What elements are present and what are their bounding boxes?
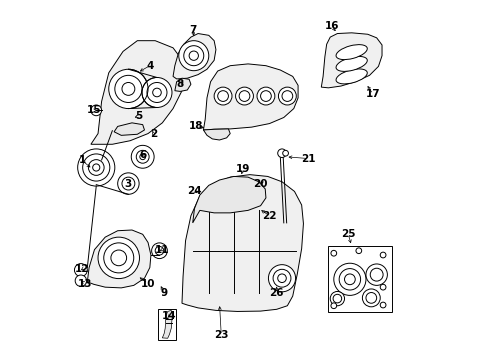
Circle shape: [355, 248, 361, 253]
Text: 23: 23: [214, 330, 228, 341]
Circle shape: [74, 264, 87, 276]
Text: 2: 2: [149, 129, 157, 139]
Circle shape: [333, 263, 365, 296]
Circle shape: [380, 284, 385, 290]
Circle shape: [118, 173, 139, 194]
Circle shape: [282, 91, 292, 102]
Circle shape: [131, 145, 154, 168]
Bar: [328, 246, 391, 312]
Circle shape: [122, 177, 135, 190]
Circle shape: [260, 91, 271, 102]
Circle shape: [330, 303, 336, 309]
Text: 8: 8: [176, 78, 183, 89]
Text: 16: 16: [324, 21, 339, 31]
Polygon shape: [114, 123, 144, 135]
Text: 22: 22: [262, 211, 276, 221]
Text: 21: 21: [301, 154, 315, 163]
Circle shape: [151, 243, 167, 258]
Circle shape: [277, 149, 285, 157]
Circle shape: [380, 302, 385, 308]
Circle shape: [115, 75, 142, 103]
Circle shape: [330, 250, 336, 256]
Text: 5: 5: [135, 111, 142, 121]
Circle shape: [268, 265, 295, 292]
Polygon shape: [175, 78, 190, 91]
Text: 1: 1: [78, 156, 85, 165]
Circle shape: [147, 82, 166, 103]
Circle shape: [189, 51, 198, 60]
Text: 20: 20: [253, 179, 267, 189]
Circle shape: [88, 159, 104, 175]
Circle shape: [183, 46, 203, 66]
Circle shape: [91, 105, 102, 116]
Circle shape: [369, 268, 382, 281]
Circle shape: [152, 88, 161, 97]
Text: 4: 4: [146, 61, 153, 71]
Circle shape: [329, 292, 344, 306]
Circle shape: [78, 149, 115, 186]
Text: 9: 9: [160, 288, 167, 297]
Text: 25: 25: [340, 229, 355, 239]
Polygon shape: [321, 33, 381, 88]
Circle shape: [239, 91, 249, 102]
Polygon shape: [173, 33, 216, 79]
Circle shape: [339, 269, 360, 290]
Polygon shape: [91, 41, 183, 144]
Text: 17: 17: [365, 89, 380, 99]
Polygon shape: [87, 230, 151, 288]
Polygon shape: [192, 176, 265, 223]
Text: 3: 3: [124, 179, 132, 189]
Bar: [158, 310, 175, 340]
Circle shape: [108, 69, 148, 109]
Ellipse shape: [335, 45, 366, 60]
Text: 10: 10: [141, 279, 155, 289]
Text: 7: 7: [189, 25, 196, 35]
Circle shape: [380, 252, 385, 258]
Circle shape: [217, 91, 228, 102]
Circle shape: [344, 274, 354, 285]
Circle shape: [136, 150, 149, 163]
Polygon shape: [182, 175, 303, 311]
Circle shape: [75, 275, 86, 287]
Text: 6: 6: [139, 150, 146, 160]
Text: 18: 18: [189, 121, 203, 131]
Circle shape: [179, 41, 208, 71]
Ellipse shape: [335, 69, 366, 84]
Circle shape: [257, 87, 274, 105]
Text: 15: 15: [86, 105, 101, 115]
Text: 12: 12: [75, 264, 89, 274]
Text: 11: 11: [155, 245, 169, 255]
Circle shape: [214, 87, 231, 105]
Circle shape: [278, 87, 296, 105]
Circle shape: [277, 274, 285, 283]
Text: 26: 26: [269, 288, 284, 297]
Polygon shape: [203, 64, 298, 130]
Text: 14: 14: [162, 311, 177, 321]
Polygon shape: [203, 129, 230, 140]
Circle shape: [111, 250, 126, 266]
Polygon shape: [162, 310, 172, 338]
Ellipse shape: [335, 57, 366, 71]
Circle shape: [282, 150, 288, 156]
Circle shape: [155, 247, 163, 255]
Circle shape: [103, 243, 134, 273]
Circle shape: [272, 269, 290, 287]
Circle shape: [122, 82, 135, 95]
Circle shape: [140, 154, 145, 159]
Circle shape: [98, 237, 139, 279]
Circle shape: [332, 294, 341, 303]
Text: 24: 24: [187, 186, 202, 196]
Circle shape: [142, 77, 172, 108]
Circle shape: [365, 264, 386, 285]
Circle shape: [93, 164, 100, 171]
Circle shape: [362, 289, 380, 307]
Text: 19: 19: [235, 164, 249, 174]
Circle shape: [365, 293, 376, 303]
Circle shape: [82, 154, 110, 181]
Text: 13: 13: [78, 279, 93, 289]
Circle shape: [235, 87, 253, 105]
